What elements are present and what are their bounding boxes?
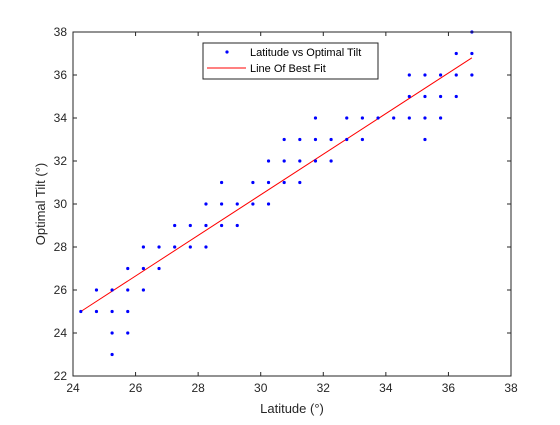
x-tick-label: 28 — [191, 381, 205, 395]
data-point — [220, 202, 224, 206]
data-point — [407, 73, 411, 77]
x-tick-label: 32 — [317, 381, 331, 395]
data-point — [454, 94, 458, 99]
fit-line-layer — [80, 57, 473, 312]
data-point — [376, 116, 380, 120]
data-point — [423, 137, 427, 142]
data-point — [204, 202, 208, 206]
data-point — [423, 73, 427, 77]
y-tick-label: 22 — [54, 369, 68, 383]
legend-label-line: Line Of Best Fit — [250, 63, 326, 75]
data-point — [345, 137, 349, 142]
x-tick-label: 36 — [442, 381, 456, 395]
legend: Latitude vs Optimal Tilt Line Of Best Fi… — [202, 42, 379, 80]
data-point — [157, 266, 161, 271]
data-point — [313, 159, 318, 163]
data-point — [251, 180, 255, 185]
x-tick-label: 38 — [504, 381, 518, 395]
x-tick-label: 30 — [254, 381, 268, 395]
data-point — [282, 180, 286, 185]
data-point — [235, 202, 239, 206]
data-point — [94, 288, 99, 292]
y-tick-label: 26 — [54, 283, 68, 297]
data-point — [110, 309, 114, 314]
data-point — [439, 116, 443, 120]
data-point — [126, 266, 130, 271]
data-point — [204, 223, 208, 228]
points-layer — [79, 30, 474, 357]
data-point — [407, 116, 411, 120]
data-point — [204, 245, 208, 249]
data-point — [110, 288, 114, 292]
data-point — [220, 223, 224, 228]
y-tick-label: 32 — [54, 154, 68, 168]
y-tick-label: 38 — [54, 25, 68, 39]
data-point — [282, 137, 286, 142]
x-tick-label: 34 — [379, 381, 393, 395]
data-point — [439, 94, 443, 99]
legend-box — [202, 42, 379, 80]
data-point — [266, 159, 271, 163]
y-tick-label: 34 — [54, 111, 68, 125]
data-point — [360, 137, 364, 142]
x-tick-label: 26 — [129, 381, 143, 395]
data-point — [126, 331, 130, 335]
data-point — [423, 116, 427, 120]
y-tick-label: 24 — [54, 326, 68, 340]
legend-label-scatter: Latitude vs Optimal Tilt — [250, 47, 361, 59]
data-point — [392, 116, 396, 120]
data-point — [126, 288, 130, 292]
data-point — [345, 116, 349, 120]
data-point — [298, 159, 302, 163]
best-fit-line — [80, 57, 473, 312]
y-tick-label: 30 — [54, 197, 68, 211]
data-point — [360, 116, 364, 120]
data-point — [235, 223, 239, 228]
data-point — [220, 180, 224, 185]
data-point — [407, 94, 411, 99]
x-axis-label: Latitude (°) — [260, 401, 324, 416]
data-point — [173, 245, 177, 249]
data-point — [454, 51, 458, 56]
data-point — [188, 245, 192, 249]
data-point — [454, 73, 458, 77]
data-point — [126, 309, 130, 314]
data-point — [423, 94, 427, 99]
y-tick-label: 36 — [54, 68, 68, 82]
data-point — [79, 309, 83, 314]
data-point — [141, 245, 145, 249]
data-point — [298, 180, 302, 185]
data-point — [266, 180, 271, 185]
legend-marker-scatter — [225, 50, 229, 54]
data-point — [141, 266, 145, 271]
data-point — [313, 116, 318, 120]
data-point — [470, 73, 474, 77]
data-point — [282, 159, 286, 163]
plot-area — [73, 32, 511, 376]
data-point — [110, 331, 114, 335]
data-point — [141, 288, 145, 292]
data-point — [313, 137, 318, 142]
y-axis-label: Optimal Tilt (°) — [33, 163, 48, 245]
data-point — [110, 352, 114, 357]
data-point — [94, 309, 99, 314]
data-point — [298, 137, 302, 142]
y-tick-label: 28 — [54, 240, 68, 254]
data-point — [266, 202, 271, 206]
data-point — [251, 202, 255, 206]
data-point — [173, 223, 177, 228]
data-point — [329, 159, 333, 163]
data-point — [470, 51, 474, 56]
data-point — [329, 137, 333, 142]
data-point — [188, 223, 192, 228]
x-tick-label: 24 — [66, 381, 80, 395]
data-point — [439, 73, 443, 77]
data-point — [157, 245, 161, 249]
